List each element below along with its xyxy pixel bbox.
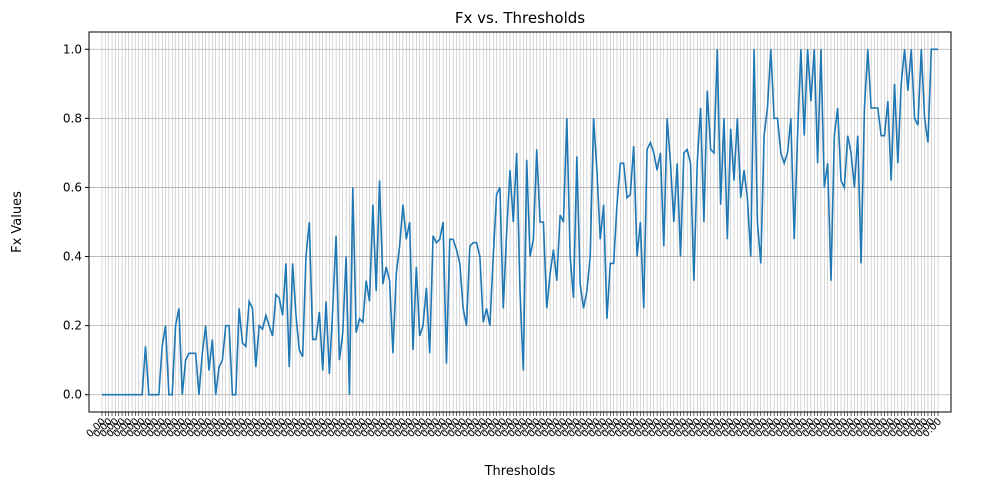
- chart-title: Fx vs. Thresholds: [455, 9, 585, 27]
- y-tick-label: 0.0: [63, 388, 82, 402]
- y-tick-label: 0.8: [63, 111, 82, 125]
- y-tick-label: 1.0: [63, 42, 82, 56]
- y-tick-label: 0.4: [63, 250, 82, 264]
- plot-frame: [88, 31, 952, 413]
- y-axis-label: Fx Values: [10, 191, 25, 253]
- y-axis-ticks: 0.0 0.2 0.4 0.6 0.8 1.0: [63, 42, 89, 402]
- y-tick-label: 0.6: [63, 180, 82, 194]
- x-axis-ticks: 0.000.000.000.000.000.000.000.000.000.00…: [85, 412, 944, 440]
- x-axis-label: Thresholds: [484, 464, 556, 479]
- x-gridlines: [101, 32, 939, 412]
- y-tick-label: 0.2: [63, 319, 82, 333]
- fx-series-line: [102, 48, 938, 396]
